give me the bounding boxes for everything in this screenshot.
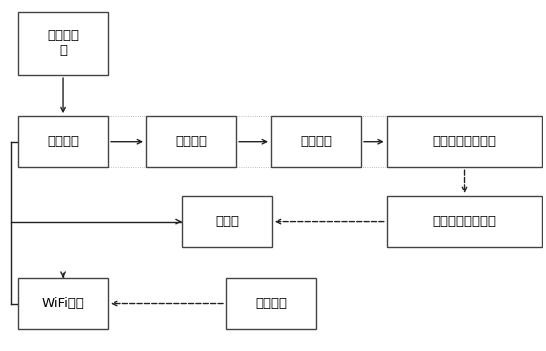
Text: 压力传感
器: 压力传感 器 xyxy=(47,29,79,57)
Text: 第二无线通信芯片: 第二无线通信芯片 xyxy=(432,135,496,148)
Bar xyxy=(387,116,542,167)
Text: 放大电路: 放大电路 xyxy=(300,135,332,148)
Bar xyxy=(146,116,236,167)
Text: 滤波电路: 滤波电路 xyxy=(175,135,207,148)
Bar xyxy=(182,196,272,247)
Text: WiFi热点: WiFi热点 xyxy=(41,297,85,310)
Bar xyxy=(226,278,316,329)
Bar xyxy=(18,116,108,167)
Bar xyxy=(18,278,108,329)
Bar xyxy=(387,196,542,247)
Text: 控制器: 控制器 xyxy=(215,215,239,228)
Bar xyxy=(271,116,361,167)
Bar xyxy=(18,12,108,75)
Text: 第一无线通信芯片: 第一无线通信芯片 xyxy=(432,215,496,228)
Text: 采样电路: 采样电路 xyxy=(47,135,79,148)
Text: 移动终端: 移动终端 xyxy=(255,297,287,310)
